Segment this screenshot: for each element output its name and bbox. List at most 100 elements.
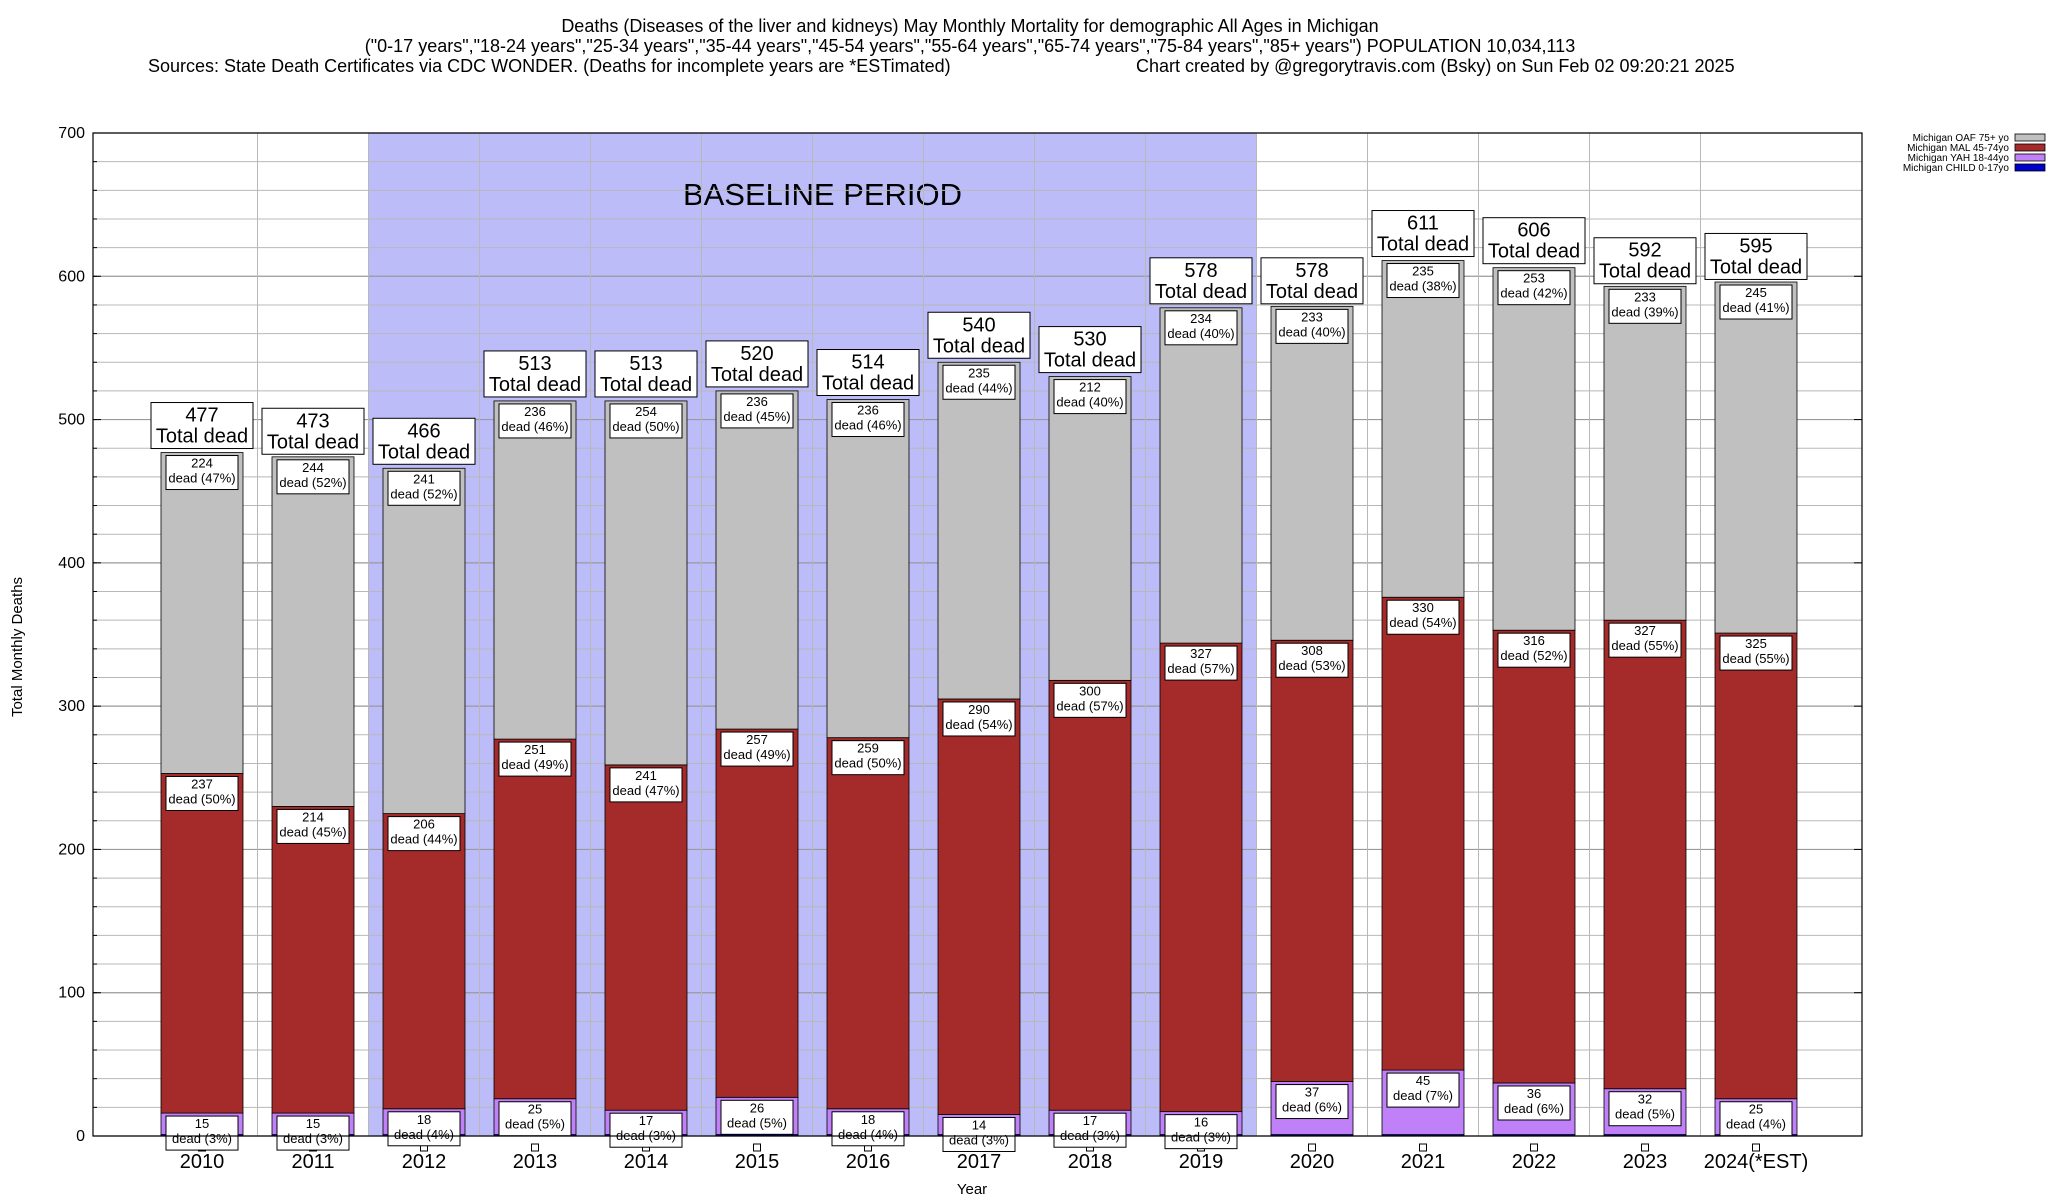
total-label-text: Total dead [933,335,1025,357]
total-label-text: 611 [1407,213,1439,235]
segment-label-box [1497,1085,1571,1121]
bar-segment [937,361,1021,700]
bar-segment [382,467,466,815]
y-tick-label: 0 [76,1128,85,1145]
segment-label-text: dead (6%) [1282,1100,1342,1115]
legend-swatch [2014,133,2046,142]
segment-label-text: 16 [1194,1115,1208,1130]
segment-label-text: dead (46%) [834,418,901,433]
total-label-text: Total dead [378,441,470,463]
segment-label-text: 15 [195,1116,209,1131]
segment-label-text: 244 [302,460,324,475]
segment-label-text: 45 [1416,1073,1430,1088]
bar-segment [1381,260,1465,598]
bar-segment [1714,281,1798,634]
segment-label-text: 290 [968,702,990,717]
segment-label-box [387,470,461,506]
segment-label-text: dead (4%) [1726,1117,1786,1132]
child-marker [1641,1143,1649,1152]
total-label-box [1371,210,1475,258]
segment-label-box [498,741,572,777]
segment-label-box [831,1111,905,1147]
segment-label-box [1053,682,1127,718]
segment-label-text: 36 [1527,1086,1541,1101]
segment-label-box [1275,1084,1349,1120]
segment-label-box [1608,288,1682,324]
bar-segment [1381,596,1465,1071]
segment-label-text: dead (47%) [612,783,679,798]
segment-label-text: 330 [1412,600,1434,615]
total-label-box [816,349,920,397]
legend-label: Michigan OAF 75+ yo [1913,133,2010,144]
segment-label-box [1275,308,1349,344]
segment-label-text: 245 [1745,285,1767,300]
segment-label-box [498,403,572,439]
segment-label-box [1608,622,1682,658]
total-label-text: 513 [518,353,551,375]
total-label-box [927,311,1031,359]
total-label-box [483,350,587,398]
segment-label-text: dead (54%) [945,717,1012,732]
segment-label-box [165,1115,239,1151]
segment-label-box [165,775,239,811]
segment-label-text: dead (5%) [1615,1107,1675,1122]
segment-label-text: dead (55%) [1611,638,1678,653]
segment-label-box [387,1111,461,1147]
segment-label-text: 25 [1749,1102,1763,1117]
bar-segment [1492,629,1576,1084]
total-label-text: Total dead [267,431,359,453]
bar-segment [604,400,688,766]
segment-label-text: dead (49%) [501,757,568,772]
segment-label-text: dead (4%) [838,1127,898,1142]
bar-segment [937,698,1021,1115]
y-tick-label: 400 [58,555,85,572]
x-tick-label: 2019 [1179,1151,1224,1173]
total-label-text: Total dead [1377,234,1469,256]
segment-label-text: dead (3%) [1171,1130,1231,1145]
axes: 0 100 200 300 400 500 600 700 2010 2011 2012 2013 20… [58,125,1863,1173]
segment-label-box [1719,1101,1793,1137]
segment-label-text: dead (47%) [168,471,235,486]
segment-label-box [831,740,905,776]
y-axis-label: Total Monthly Deaths [9,577,26,717]
x-tick-label: 2020 [1290,1151,1335,1173]
segment-label-text: 214 [302,809,324,824]
segment-label-text: 32 [1638,1092,1652,1107]
segment-label-box [1164,1114,1238,1150]
legend-label: Michigan YAH 18-44yo [1908,153,2010,164]
bar-segment [160,773,244,1114]
segment-label-text: dead (38%) [1389,279,1456,294]
bar-segment [271,456,355,807]
child-marker [531,1143,539,1152]
segment-label-text: dead (52%) [1500,648,1567,663]
total-label-text: Total dead [1488,241,1580,263]
total-label-text: 466 [407,420,440,442]
total-label-text: 477 [185,405,218,427]
total-label-box [1593,237,1697,285]
segment-label-text: 236 [857,403,879,418]
segment-label-box [942,701,1016,737]
segment-label-text: 308 [1301,643,1323,658]
legend-label: Michigan CHILD 0-17yo [1903,163,2010,174]
x-tick-label: 2023 [1623,1151,1668,1173]
segment-label-text: dead (7%) [1393,1088,1453,1103]
total-label-text: Total dead [1710,256,1802,278]
segment-label-text: dead (55%) [1722,651,1789,666]
